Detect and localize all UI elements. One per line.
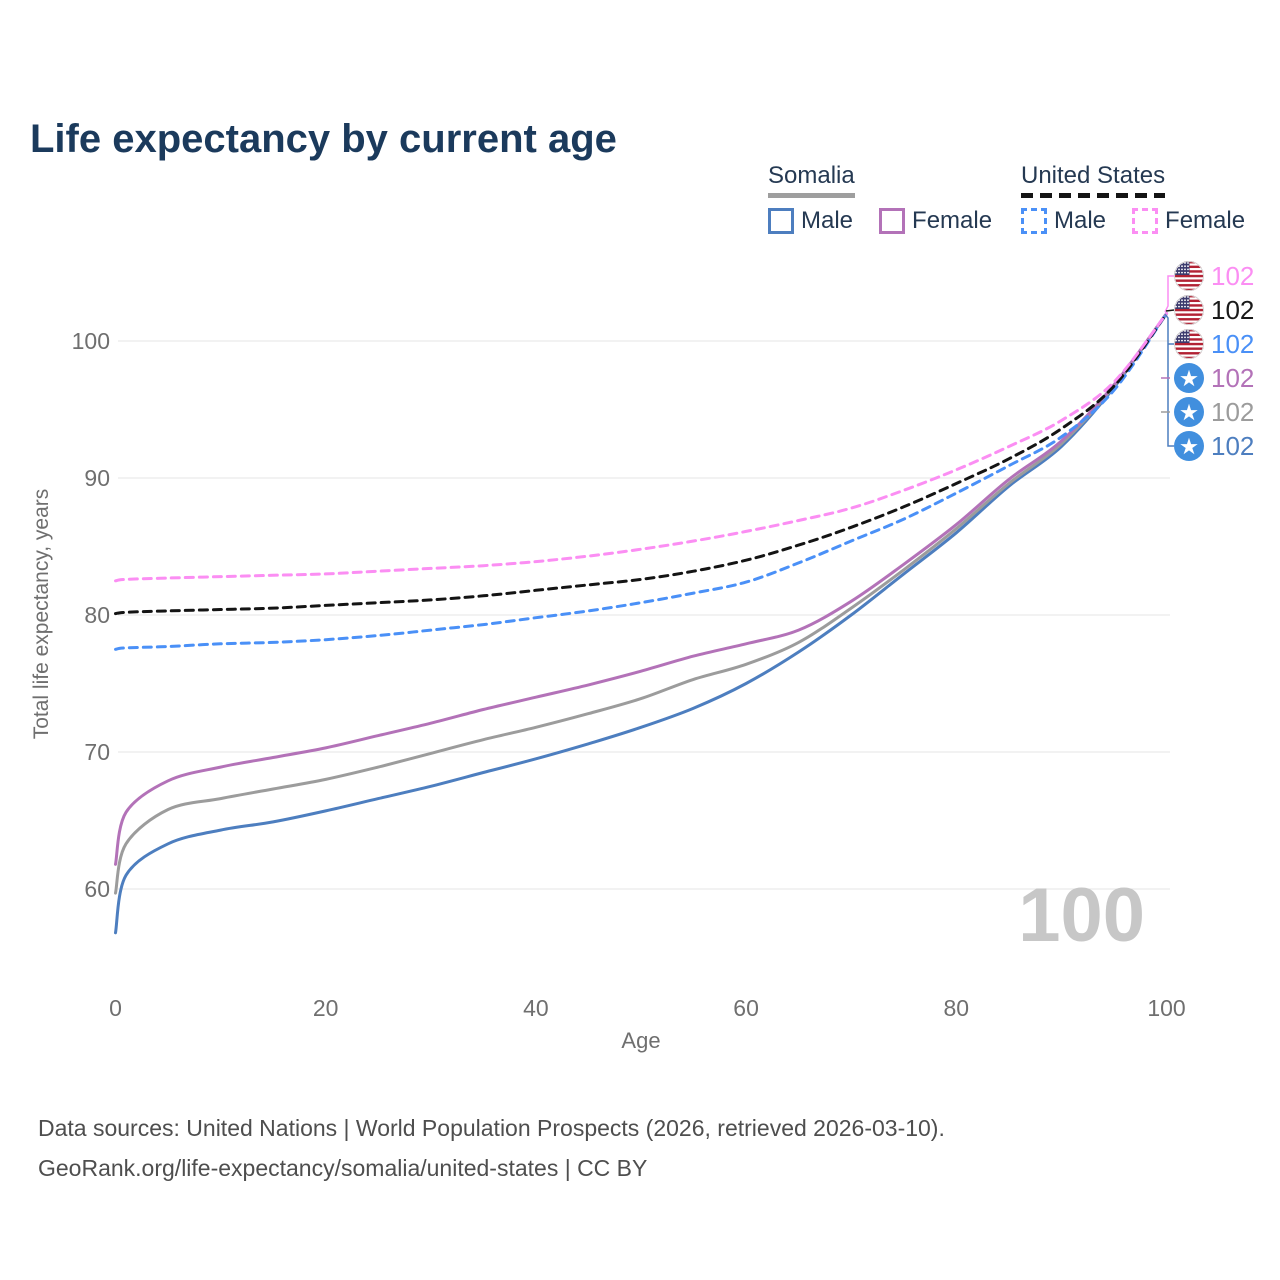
legend-group-name: United States — [1021, 162, 1166, 198]
connector-line — [1164, 275, 1174, 313]
solid-line-sample — [768, 192, 855, 198]
y-axis-title: Total life expectancy, years — [30, 489, 53, 740]
legend-swatch — [879, 207, 906, 234]
x-tick-label: 40 — [523, 995, 549, 1021]
line-somalia-male — [114, 312, 1168, 935]
end-label-value: 102 — [1211, 363, 1255, 393]
footer-data-sources: Data sources: United Nations | World Pop… — [38, 1115, 945, 1141]
x-tick-label: 100 — [1147, 995, 1185, 1021]
legend-swatch — [1132, 207, 1159, 234]
line-united-states-male — [114, 312, 1168, 651]
end-label-value: 102 — [1211, 261, 1255, 291]
end-label-united-states-both-sexes: 102 — [1174, 294, 1254, 326]
connector-line — [1164, 313, 1174, 447]
us-flag-icon — [1174, 295, 1204, 325]
y-tick-label: 70 — [84, 739, 110, 765]
end-label-connectors — [1161, 275, 1175, 447]
legend-item-somalia-female: Female — [879, 207, 992, 235]
somalia-flag-icon — [1174, 397, 1204, 427]
end-label-value: 102 — [1211, 329, 1255, 359]
end-label-value: 102 — [1211, 431, 1255, 461]
chart-footer: Data sources: United Nations | World Pop… — [38, 1108, 945, 1188]
footer-attribution: GeoRank.org/life-expectancy/somalia/unit… — [38, 1155, 648, 1181]
connector-line — [1165, 309, 1175, 312]
y-tick-label: 100 — [72, 328, 110, 354]
line-united-states-female — [114, 312, 1168, 583]
y-tick-label: 80 — [84, 602, 110, 628]
legend-item-label: Male — [801, 206, 854, 234]
us-flag-icon — [1174, 329, 1204, 359]
dashed-line-sample — [1021, 192, 1166, 198]
legend-item-united-states-female: Female — [1132, 207, 1245, 235]
legend-swatch — [768, 207, 794, 234]
legend-item-united-states-male: Male — [1021, 207, 1106, 235]
line-united-states-both-sexes — [114, 312, 1168, 616]
x-tick-label: 60 — [733, 995, 759, 1021]
y-tick-label: 90 — [84, 465, 110, 491]
legend-group-somalia: Somalia Male Female — [768, 162, 992, 235]
legend-group-name: Somalia — [768, 162, 855, 198]
end-label-value: 102 — [1211, 397, 1255, 427]
end-label-somalia-both-sexes: 102 — [1174, 396, 1254, 428]
y-tick-label: 60 — [84, 876, 110, 902]
x-tick-label: 80 — [944, 995, 970, 1021]
legend-group-united-states: United States Male Female — [1021, 162, 1245, 235]
x-tick-label: 20 — [313, 995, 339, 1021]
end-label-united-states-male: 102 — [1174, 328, 1254, 360]
legend-swatch — [1021, 207, 1047, 234]
end-label-value: 102 — [1211, 295, 1255, 325]
x-axis-title: Age — [621, 1028, 660, 1053]
end-label-somalia-female: 102 — [1174, 362, 1254, 394]
line-somalia-female — [114, 312, 1168, 866]
end-label-somalia-male: 102 — [1174, 430, 1254, 462]
somalia-flag-icon — [1174, 363, 1204, 393]
end-label-united-states-female: 102 — [1174, 260, 1254, 292]
legend-item-label: Male — [1054, 206, 1107, 234]
us-flag-icon — [1174, 261, 1204, 291]
page-title: Life expectancy by current age — [30, 116, 617, 161]
legend-item-label: Female — [912, 206, 993, 234]
legend-item-label: Female — [1165, 206, 1246, 234]
somalia-flag-icon — [1174, 431, 1204, 461]
current-age-watermark: 100 — [1018, 873, 1145, 958]
line-somalia-both-sexes — [114, 312, 1168, 895]
x-tick-label: 0 — [109, 995, 122, 1021]
legend-item-somalia-male: Male — [768, 207, 853, 235]
